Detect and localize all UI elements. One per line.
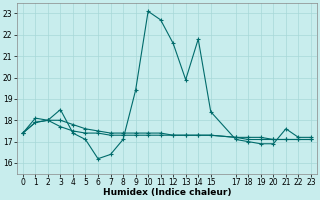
X-axis label: Humidex (Indice chaleur): Humidex (Indice chaleur) <box>103 188 231 197</box>
